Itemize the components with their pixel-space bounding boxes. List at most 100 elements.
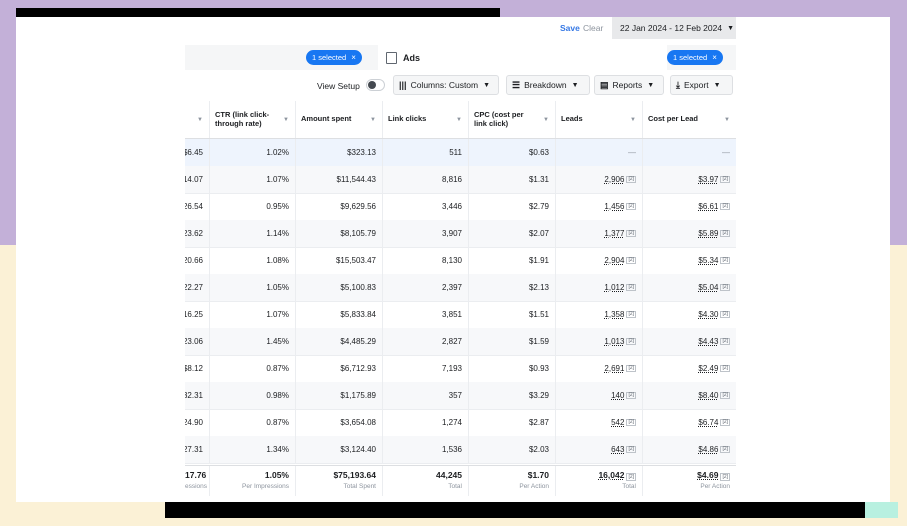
column-header-leads[interactable]: Leads ▼ xyxy=(556,101,643,138)
footnote-icon: [2] xyxy=(720,338,730,345)
cell-value[interactable]: 2,904 xyxy=(604,256,625,265)
total-label: Total Spent xyxy=(343,483,376,490)
sort-icon[interactable]: ▼ xyxy=(197,117,203,123)
date-range-picker[interactable]: 22 Jan 2024 - 12 Feb 2024 ▼ xyxy=(612,17,736,39)
cell-value[interactable]: 643 xyxy=(611,445,625,454)
cell-value[interactable]: $6.61 xyxy=(698,202,719,211)
cell-value[interactable]: $5.04 xyxy=(698,283,719,292)
table-row[interactable]: $8.12 0.87% $6,712.93 7,193 $0.93 2,691 [2] $2.… xyxy=(185,355,736,383)
cell-value[interactable]: 1,377 xyxy=(604,229,625,238)
cell-value[interactable]: 140 xyxy=(611,391,625,400)
cell-value[interactable]: 1,012 xyxy=(604,283,625,292)
total-value-text[interactable]: 16,042 xyxy=(598,470,625,480)
close-icon[interactable]: × xyxy=(351,53,356,62)
cell-value[interactable]: $4.86 xyxy=(698,445,719,454)
column-header-cost-per-lead[interactable]: Cost per Lead ▼ xyxy=(643,101,736,138)
close-icon[interactable]: × xyxy=(712,53,717,62)
column-header-cpc[interactable]: CPC (cost per link click) ▼ xyxy=(469,101,556,138)
view-setup-toggle[interactable] xyxy=(366,79,385,91)
selection-chip-left[interactable]: 1 selected × xyxy=(306,50,362,65)
cell-leads[interactable]: 542 [2] xyxy=(556,409,643,436)
cell-cost-per-lead[interactable]: $6.61 [2] xyxy=(643,193,736,220)
cell-leads[interactable]: 140 [2] xyxy=(556,382,643,409)
cell-cpc: $2.13 xyxy=(469,274,556,301)
cell-link-clicks: 3,446 xyxy=(383,193,469,220)
cell-value[interactable]: 1,013 xyxy=(604,337,625,346)
reports-button[interactable]: ▤ Reports ▼ xyxy=(594,75,664,95)
cell-leads[interactable]: 1,013 [2] xyxy=(556,328,643,355)
cell-value[interactable]: $2.49 xyxy=(698,364,719,373)
cell-ctr: 0.98% xyxy=(210,382,296,409)
cell-leads[interactable]: 2,691 [2] xyxy=(556,355,643,382)
table-row[interactable]: 24.90 0.87% $3,654.08 1,274 $2.87 542 [2] $6.74… xyxy=(185,409,736,437)
table-row[interactable]: 20.66 1.08% $15,503.47 8,130 $1.91 2,904 [2] $5… xyxy=(185,247,736,275)
table-row[interactable]: 23.62 1.14% $8,105.79 3,907 $2.07 1,377 [2] $5.… xyxy=(185,220,736,248)
column-header-cut[interactable]: ▼ xyxy=(185,101,210,138)
cell-value[interactable]: 1,456 xyxy=(604,202,625,211)
sort-icon[interactable]: ▼ xyxy=(724,117,730,123)
total-value-text[interactable]: $4.69 xyxy=(697,470,719,480)
cell-amount-spent: $5,833.84 xyxy=(296,301,383,328)
cell-cost-per-lead[interactable]: $2.49 [2] xyxy=(643,355,736,382)
cell-value[interactable]: $5.89 xyxy=(698,229,719,238)
sort-icon[interactable]: ▼ xyxy=(543,117,549,123)
total-value: 44,245 xyxy=(436,470,462,480)
cell-leads[interactable]: 1,358 [2] xyxy=(556,301,643,328)
table-row[interactable]: 14.07 1.07% $11,544.43 8,816 $1.31 2,906 [2] $3… xyxy=(185,166,736,194)
save-link[interactable]: Save xyxy=(560,23,580,33)
selection-chip-right[interactable]: 1 selected × xyxy=(667,50,723,65)
cell-value[interactable]: $3.97 xyxy=(698,175,719,184)
column-header-ctr[interactable]: CTR (link click-through rate) ▼ xyxy=(210,101,296,138)
cell-cost-per-lead[interactable]: $4.43 [2] xyxy=(643,328,736,355)
table-row[interactable]: 26.54 0.95% $9,629.56 3,446 $2.79 1,456 [2] $6.… xyxy=(185,193,736,221)
cell-amount-spent: $15,503.47 xyxy=(296,247,383,274)
column-header-amount-spent[interactable]: Amount spent ▼ xyxy=(296,101,383,138)
tab-ads[interactable]: Ads xyxy=(378,45,667,70)
total-value[interactable]: 16,042 [2] xyxy=(556,470,636,481)
table-row[interactable]: 16.25 1.07% $5,833.84 3,851 $1.51 1,358 [2] $4.… xyxy=(185,301,736,329)
sort-icon[interactable]: ▼ xyxy=(283,117,289,123)
cell-leads[interactable]: 643 [2] xyxy=(556,436,643,463)
cell-cpc: $1.51 xyxy=(469,301,556,328)
cell-leads[interactable]: 2,904 [2] xyxy=(556,247,643,274)
cell-cpc: $1.31 xyxy=(469,166,556,193)
cell-cost-per-lead[interactable]: $4.86 [2] xyxy=(643,436,736,463)
cell-value[interactable]: 542 xyxy=(611,418,625,427)
cell-cpc: $1.59 xyxy=(469,328,556,355)
cell-leads[interactable]: 1,012 [2] xyxy=(556,274,643,301)
cell-leads[interactable]: 2,906 [2] xyxy=(556,166,643,193)
table-row[interactable]: 22.27 1.05% $5,100.83 2,397 $2.13 1,012 [2] $5.… xyxy=(185,274,736,302)
table-row[interactable]: 32.31 0.98% $1,175.89 357 $3.29 140 [2] $8.40 [2… xyxy=(185,382,736,410)
table-row[interactable]: 23.06 1.45% $4,485.29 2,827 $1.59 1,013 [2] $4.… xyxy=(185,328,736,356)
clear-link[interactable]: Clear xyxy=(583,23,604,33)
cell-cost-per-lead[interactable]: $4.30 [2] xyxy=(643,301,736,328)
breakdown-button[interactable]: ☰ Breakdown ▼ xyxy=(506,75,590,95)
table-row[interactable]: $6.45 1.02% $323.13 511 $0.63— — xyxy=(185,139,736,167)
footnote-icon: [2] xyxy=(626,365,636,372)
cell-cost-per-lead[interactable]: $5.04 [2] xyxy=(643,274,736,301)
total-value[interactable]: $4.69 [2] xyxy=(643,470,730,481)
cell-cost-per-lead[interactable]: $5.89 [2] xyxy=(643,220,736,247)
cell-value[interactable]: 2,691 xyxy=(604,364,625,373)
sort-icon[interactable]: ▼ xyxy=(370,117,376,123)
sort-icon[interactable]: ▼ xyxy=(630,117,636,123)
cell-value[interactable]: 1,358 xyxy=(604,310,625,319)
cell-value[interactable]: $6.74 xyxy=(698,418,719,427)
cell-cost-per-lead[interactable]: $5.34 [2] xyxy=(643,247,736,274)
cell-leads[interactable]: 1,456 [2] xyxy=(556,193,643,220)
cell-cost-per-lead[interactable]: $6.74 [2] xyxy=(643,409,736,436)
cell-value[interactable]: $5.34 xyxy=(698,256,719,265)
cell-value[interactable]: $8.40 xyxy=(698,391,719,400)
cell-amount-spent: $6,712.93 xyxy=(296,355,383,382)
cell-leads[interactable]: 1,377 [2] xyxy=(556,220,643,247)
cell-value[interactable]: $4.30 xyxy=(698,310,719,319)
export-button[interactable]: ⤓ Export ▼ xyxy=(670,75,733,95)
sort-icon[interactable]: ▼ xyxy=(456,117,462,123)
column-header-link-clicks[interactable]: Link clicks ▼ xyxy=(383,101,469,138)
table-row[interactable]: 27.31 1.34% $3,124.40 1,536 $2.03 643 [2] $4.86… xyxy=(185,436,736,464)
cell-value[interactable]: $4.43 xyxy=(698,337,719,346)
columns-button[interactable]: ||| Columns: Custom ▼ xyxy=(393,75,499,95)
cell-cost-per-lead[interactable]: $3.97 [2] xyxy=(643,166,736,193)
cell-value[interactable]: 2,906 xyxy=(604,175,625,184)
cell-cost-per-lead[interactable]: $8.40 [2] xyxy=(643,382,736,409)
